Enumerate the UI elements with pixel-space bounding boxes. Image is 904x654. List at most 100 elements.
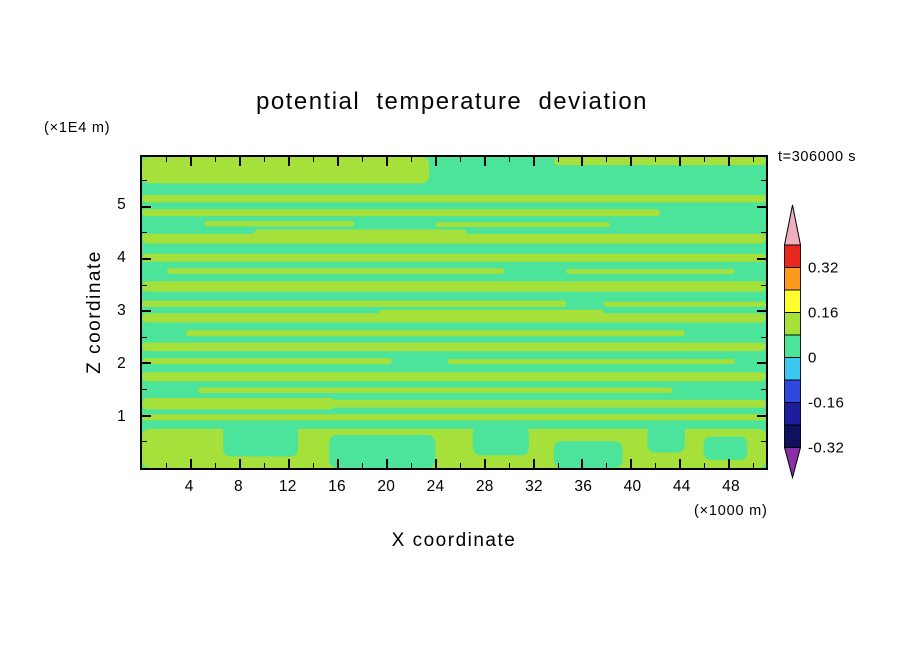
x-tick-labels: 4 8 12 16 20 24 28 32 36 40 44 48 — [140, 478, 768, 500]
contour-field — [142, 157, 766, 468]
y-tick-label: 1 — [117, 408, 126, 426]
x-tick-mark — [728, 157, 731, 166]
colorbar-cell — [784, 424, 801, 448]
y-tick-mark — [142, 336, 147, 338]
x-tick-mark — [508, 463, 510, 468]
y-tick-mark — [761, 336, 766, 338]
x-tick-mark — [581, 459, 584, 468]
y-tick-label: 2 — [117, 355, 126, 373]
x-tick-label: 12 — [278, 478, 297, 495]
colorbar-top-arrow — [783, 204, 802, 246]
x-tick-label: 40 — [623, 478, 642, 495]
y-tick-mark — [761, 232, 766, 234]
x-tick-mark — [385, 157, 388, 166]
y-tick-label: 5 — [117, 196, 126, 214]
x-tick-mark — [728, 459, 731, 468]
x-tick-mark — [410, 157, 412, 162]
y-tick-labels: 1 2 3 4 5 — [70, 155, 132, 470]
x-tick-mark — [557, 463, 559, 468]
y-tick-mark — [142, 362, 151, 365]
x-tick-mark — [532, 157, 535, 166]
x-tick-mark — [679, 459, 682, 468]
contour-stripe — [223, 420, 298, 457]
x-tick-label: 36 — [574, 478, 593, 495]
contour-stripe — [142, 414, 766, 421]
colorbar-cell — [784, 334, 801, 358]
contour-stripe — [647, 422, 685, 453]
x-tick-mark — [630, 459, 633, 468]
colorbar-cell — [784, 267, 801, 291]
x-tick-mark — [459, 157, 461, 162]
x-tick-label: 32 — [525, 478, 543, 495]
contour-stripe — [142, 300, 567, 307]
x-tick-label: 28 — [475, 478, 494, 495]
y-tick-mark — [142, 205, 151, 208]
y-tick-mark — [142, 310, 151, 313]
x-tick-mark — [361, 157, 363, 162]
colorbar-label: 0.16 — [808, 304, 839, 321]
contour-stripe — [435, 222, 610, 227]
y-tick-mark — [142, 414, 151, 417]
x-tick-label: 20 — [377, 478, 396, 495]
contour-stripe — [329, 435, 436, 468]
x-tick-mark — [336, 459, 339, 468]
x-tick-mark — [287, 459, 290, 468]
x-tick-mark — [312, 463, 314, 468]
contour-stripe — [185, 330, 685, 337]
contour-stripe — [142, 358, 392, 365]
colorbar-cell — [784, 357, 801, 381]
x-tick-mark — [410, 463, 412, 468]
x-tick-mark — [165, 157, 167, 162]
contour-stripe — [553, 441, 623, 468]
x-tick-mark — [581, 157, 584, 166]
colorbar-labels: 0.32 0.16 0 -0.16 -0.32 — [808, 203, 872, 485]
y-tick-label: 3 — [117, 302, 126, 320]
x-tick-mark — [606, 157, 608, 162]
x-tick-label: 44 — [672, 478, 691, 495]
contour-stripe — [379, 309, 604, 316]
x-tick-mark — [704, 157, 706, 162]
colorbar-cell — [784, 402, 801, 426]
contour-stripe — [447, 359, 735, 365]
plot-area — [140, 155, 768, 470]
colorbar-label: -0.16 — [808, 394, 845, 411]
x-tick-mark — [238, 157, 241, 166]
y-tick-label: 4 — [117, 249, 126, 267]
contour-stripe — [142, 399, 766, 408]
x-axis-unit-label: (×1000 m) — [694, 503, 768, 519]
x-tick-mark — [704, 463, 706, 468]
contour-stripe — [603, 301, 766, 307]
y-tick-mark — [142, 441, 147, 443]
y-axis-unit-label: (×1E4 m) — [44, 120, 111, 136]
x-tick-label: 4 — [184, 478, 194, 495]
x-tick-mark — [753, 157, 755, 162]
y-tick-mark — [761, 389, 766, 391]
x-tick-mark — [606, 463, 608, 468]
x-tick-mark — [508, 157, 510, 162]
x-tick-mark — [557, 157, 559, 162]
y-tick-mark — [142, 232, 147, 234]
x-tick-mark — [336, 157, 339, 166]
contour-stripe — [142, 253, 766, 262]
contour-stripe — [142, 342, 766, 352]
contour-stripe — [142, 209, 660, 217]
colorbar-label: -0.32 — [808, 439, 845, 456]
x-tick-mark — [434, 157, 437, 166]
x-tick-mark — [434, 459, 437, 468]
contour-stripe — [166, 268, 504, 274]
x-tick-mark — [483, 459, 486, 468]
time-annotation: t=306000 s — [778, 149, 857, 165]
colorbar-cell — [784, 289, 801, 313]
x-tick-label: 16 — [328, 478, 346, 495]
y-tick-mark — [142, 180, 147, 182]
colorbar-label: 0.32 — [808, 259, 839, 276]
y-tick-mark — [757, 310, 766, 313]
contour-stripe — [142, 281, 766, 292]
y-tick-mark — [761, 441, 766, 443]
x-tick-mark — [165, 463, 167, 468]
colorbar-label: 0 — [808, 349, 817, 366]
x-tick-mark — [263, 463, 265, 468]
contour-stripe — [472, 425, 529, 456]
y-tick-mark — [757, 257, 766, 260]
